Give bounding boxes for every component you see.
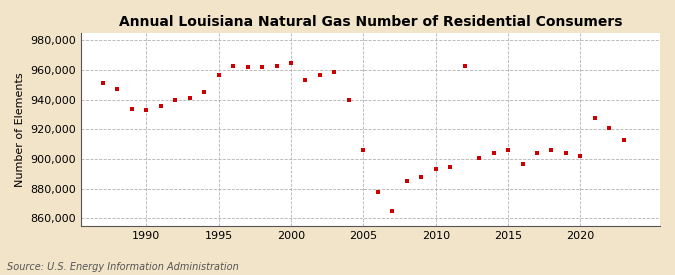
Point	[198, 90, 209, 95]
Point	[488, 151, 499, 155]
Point	[286, 60, 296, 65]
Point	[344, 98, 354, 102]
Point	[170, 98, 181, 102]
Point	[213, 72, 224, 77]
Y-axis label: Number of Elements: Number of Elements	[15, 72, 25, 187]
Point	[141, 108, 152, 112]
Point	[256, 65, 267, 69]
Point	[618, 138, 629, 142]
Point	[387, 209, 398, 213]
Point	[242, 65, 253, 69]
Point	[474, 155, 485, 160]
Point	[517, 161, 528, 166]
Point	[589, 115, 600, 120]
Point	[300, 78, 311, 83]
Point	[575, 154, 586, 158]
Title: Annual Louisiana Natural Gas Number of Residential Consumers: Annual Louisiana Natural Gas Number of R…	[119, 15, 622, 29]
Point	[373, 189, 383, 194]
Point	[430, 167, 441, 172]
Point	[227, 64, 238, 68]
Point	[503, 148, 514, 152]
Point	[560, 151, 571, 155]
Point	[416, 175, 427, 179]
Point	[445, 164, 456, 169]
Point	[402, 179, 412, 184]
Text: Source: U.S. Energy Information Administration: Source: U.S. Energy Information Administ…	[7, 262, 238, 272]
Point	[358, 148, 369, 152]
Point	[459, 64, 470, 68]
Point	[97, 81, 108, 86]
Point	[126, 106, 137, 111]
Point	[532, 151, 543, 155]
Point	[329, 69, 340, 74]
Point	[271, 64, 282, 68]
Point	[155, 103, 166, 108]
Point	[546, 148, 557, 152]
Point	[315, 72, 325, 77]
Point	[112, 87, 123, 92]
Point	[604, 126, 615, 130]
Point	[184, 96, 195, 100]
